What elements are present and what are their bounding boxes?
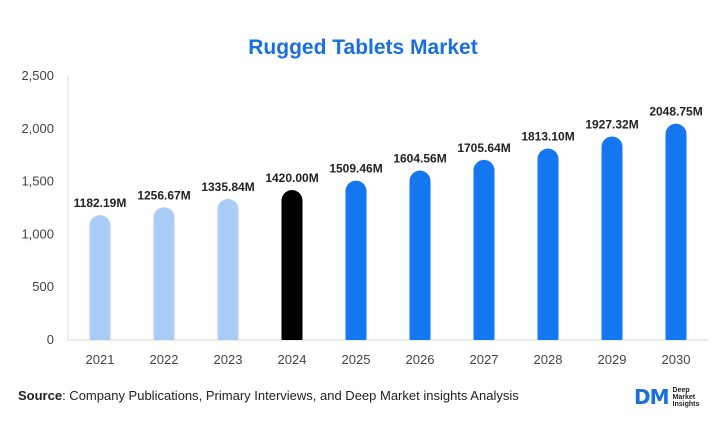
source-note: Source: Company Publications, Primary In… [18,388,519,403]
y-tick-label: 1,500 [21,174,54,189]
bar [217,198,239,340]
x-tick-label: 2027 [470,352,499,367]
bar [281,190,303,340]
data-label: 1182.19M [74,196,127,210]
y-tick-label: 500 [32,279,54,294]
data-label: 1927.32M [585,117,638,131]
company-logo: DM Deep Market Insights [634,384,699,410]
x-tick-label: 2029 [598,352,627,367]
data-label: 1509.46M [329,162,382,176]
y-tick-label: 0 [47,332,54,347]
data-label: 1420.00M [265,171,318,185]
x-tick-label: 2026 [406,352,435,367]
data-label: 1813.10M [521,130,574,144]
data-label: 1256.67M [137,188,190,202]
bar [473,159,495,340]
x-tick-label: 2030 [662,352,691,367]
bar [153,207,175,340]
bar [537,148,559,340]
data-label: 1335.84M [201,180,254,194]
data-label: 1604.56M [393,152,446,166]
source-text: : Company Publications, Primary Intervie… [62,388,519,403]
data-label: 1705.64M [457,141,510,155]
bar [89,215,111,340]
x-tick-label: 2021 [86,352,115,367]
bar [665,123,687,340]
x-tick-label: 2025 [342,352,371,367]
y-tick-label: 2,000 [21,121,54,136]
x-tick-label: 2024 [278,352,307,367]
source-key: Source [18,388,63,403]
chart-title: Rugged Tablets Market [248,36,478,59]
x-tick-label: 2028 [534,352,563,367]
bar [601,136,623,340]
logo-text: Deep Market Insights [672,386,700,408]
x-tick-label: 2023 [214,352,243,367]
y-tick-label: 1,000 [21,226,54,241]
logo-mark: DM [634,385,670,409]
y-tick-label: 2,500 [21,68,54,83]
bar [345,180,367,340]
x-tick-label: 2022 [150,352,179,367]
data-label: 2048.75M [649,105,702,119]
bar [409,170,431,340]
